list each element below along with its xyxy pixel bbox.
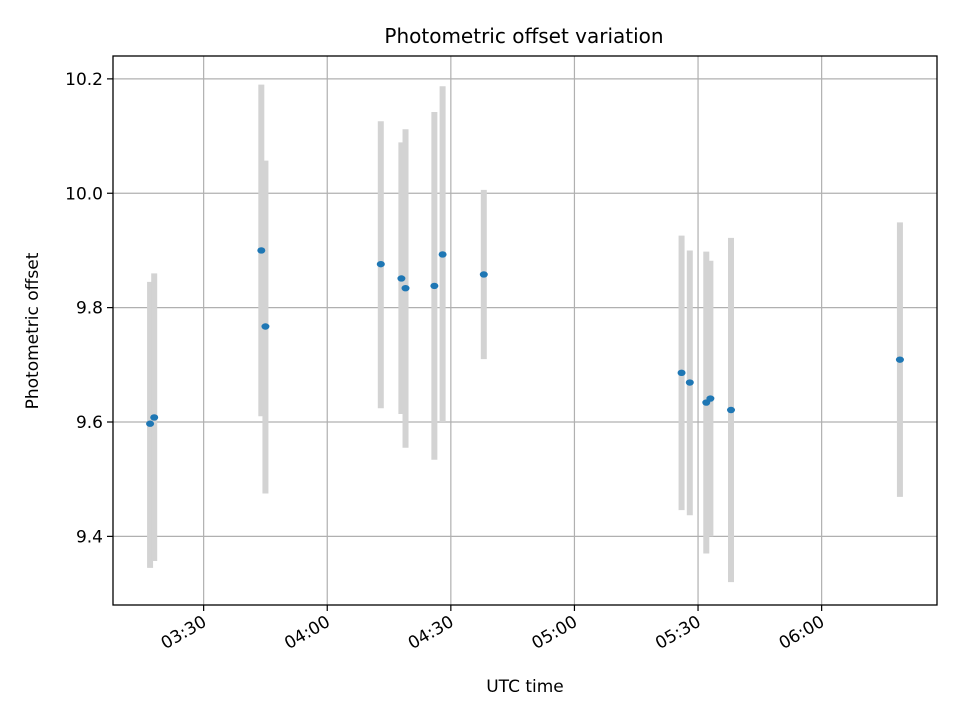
data-point (401, 284, 410, 292)
y-tick-label: 10.2 (65, 70, 103, 90)
data-point (685, 379, 694, 386)
data-point (146, 420, 155, 427)
data-point (706, 395, 715, 402)
error-bars (147, 84, 903, 583)
data-point (677, 369, 686, 377)
y-axis-label: Photometric offset (23, 252, 43, 409)
plot-frame (112, 55, 938, 606)
data-point (430, 282, 439, 290)
x-tick-label: 05:30 (652, 612, 704, 654)
data-point (727, 406, 735, 414)
data-points (146, 247, 904, 427)
data-point (479, 271, 488, 278)
y-tick-label: 9.4 (76, 527, 103, 547)
data-point (257, 247, 266, 254)
data-point (261, 323, 270, 330)
x-tick-label: 03:30 (158, 612, 210, 654)
y-axis: 9.4 9.6 9.8 10.0 10.2 (65, 70, 113, 547)
data-point (376, 260, 385, 268)
x-axis: 03:30 04:00 04:30 05:00 05:30 06:00 (158, 605, 828, 654)
data-point (150, 414, 159, 421)
x-tick-label: 04:30 (405, 612, 457, 654)
x-tick-label: 04:00 (281, 612, 333, 654)
data-point (397, 275, 406, 282)
x-axis-label: UTC time (486, 677, 564, 697)
y-tick-label: 9.6 (76, 413, 103, 433)
chart-title: Photometric offset variation (384, 24, 663, 48)
data-point (438, 251, 447, 258)
y-tick-label: 10.0 (65, 184, 103, 204)
data-point (895, 356, 904, 363)
x-tick-label: 06:00 (776, 612, 828, 654)
x-tick-label: 05:00 (529, 612, 581, 654)
grid (113, 56, 937, 605)
y-tick-label: 9.8 (76, 299, 103, 319)
